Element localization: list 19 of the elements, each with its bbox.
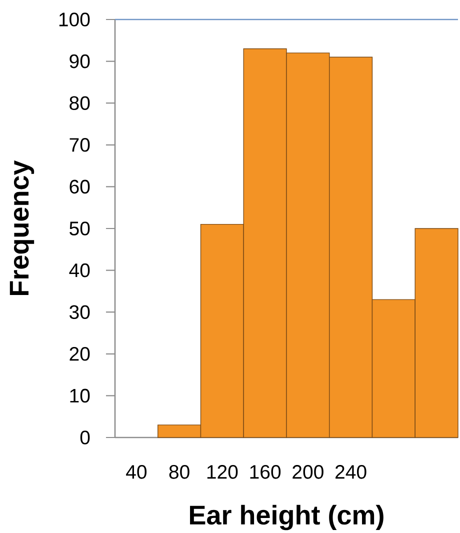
y-tick-label: 40 (69, 263, 90, 278)
y-tick-label: 90 (70, 54, 90, 68)
y-tick-label: 10 (70, 388, 90, 403)
x-tick-label: 240 (336, 465, 366, 479)
y-tick-label: 60 (70, 180, 90, 194)
y-tick-label: 100 (59, 12, 90, 26)
y-axis-title: Frequency (10, 160, 34, 295)
y-tick-label: 30 (70, 305, 90, 319)
x-tick-label: 120 (207, 465, 238, 479)
x-axis-title: Ear height (cm) (190, 504, 384, 530)
y-tick-label: 20 (70, 346, 90, 361)
y-tick-label: 70 (70, 138, 90, 152)
y-tick-label: 80 (70, 96, 90, 110)
y-tick-label: 50 (70, 222, 90, 236)
x-tick-label: 80 (169, 465, 190, 479)
x-tick-label: 200 (292, 465, 324, 479)
x-tick-label: 160 (250, 465, 281, 479)
x-tick-label: 40 (126, 465, 147, 479)
y-tick-label: 0 (80, 430, 90, 444)
